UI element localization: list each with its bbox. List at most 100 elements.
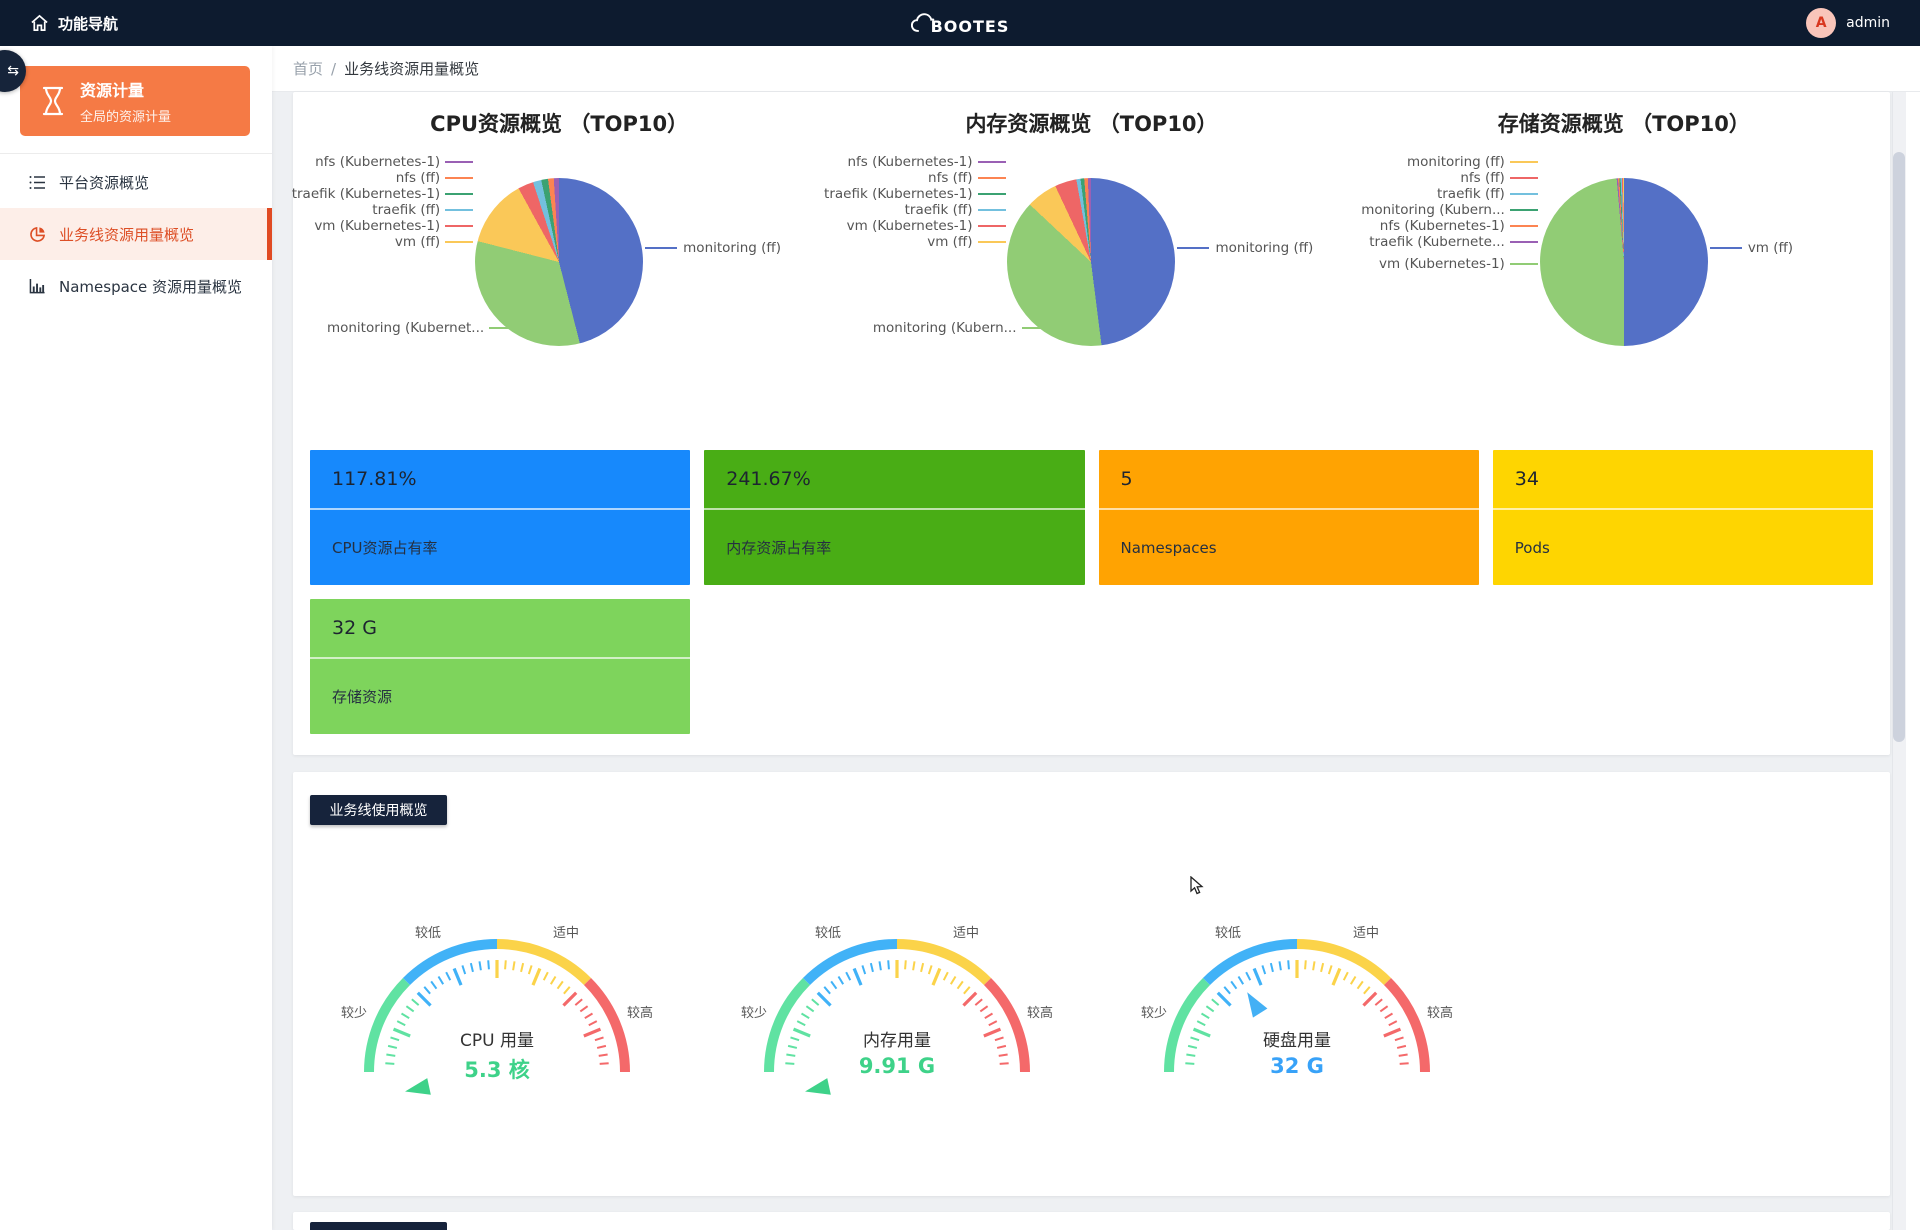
pie-label: monitoring (Kubernet... [327,320,516,336]
pie-leader-line [445,161,474,163]
pie-label: nfs (Kubernetes-1) [315,154,474,170]
business-line-usage-panel: 业务线使用概览 较少 较低 适中 较高 CPU 用量 5.3 核 较少 较低 适… [293,772,1890,1196]
cpu-gauge: 较少 较低 适中 较高 CPU 用量 5.3 核 [297,922,697,1172]
pie-label-text: vm (Kubernetes-1) [314,218,441,234]
pie-leader-line [1509,177,1538,179]
gauge-value: 9.91 G [858,1054,936,1078]
pie-circle [475,178,644,346]
resource-overview-panel: CPU资源概览 （TOP10） nfs (Kubernetes-1) nfs (f… [292,92,1890,755]
namespaces-card: 5 Namespaces [1098,450,1479,585]
pie-label: monitoring (ff) [1407,154,1538,170]
sidebar-item-business-line-usage[interactable]: 业务线资源用量概览 [0,208,272,260]
pie-label-text: nfs (ff) [395,170,441,186]
pie-leader-line [1709,247,1742,249]
sidebar-item-namespace-usage[interactable]: Namespace 资源用量概览 [0,260,272,312]
avatar: A [1806,8,1837,38]
stat-value: 241.67% [704,450,1085,510]
pie-label-text: traefik (ff) [1436,186,1505,202]
pie-circle [1539,178,1708,346]
pie-chart-icon [28,225,46,243]
pie-circle [1007,178,1176,346]
pie-label: nfs (ff) [1460,170,1538,186]
pie-labels-left: monitoring (ff) nfs (ff) traefik (ff) monit… [1361,154,1538,272]
gauge-title: 硬盘用量 [1263,1031,1331,1051]
pie-label: traefik (Kubernetes-1) [292,186,474,202]
memory-usage-card: 241.67% 内存资源占有率 [704,450,1085,585]
pie-label-text: vm (Kubernetes-1) [1378,256,1505,272]
gauge-zone-label: 较低 [1215,926,1242,941]
pie-leader-line [977,193,1006,195]
sidebar-item-platform-overview[interactable]: 平台资源概览 [0,156,272,208]
main-content: 首页 / 业务线资源用量概览 CPU资源概览 （TOP10） nfs (Kube… [272,46,1920,1230]
breadcrumb-separator: / [331,59,337,78]
pie-leader-line [445,225,474,227]
right-gutter [1906,92,1920,1230]
pie-leader-line [645,247,678,249]
pie-label: traefik (ff) [1437,186,1538,202]
stat-value: 34 [1492,450,1873,510]
pie-label-text: traefik (Kubernete... [1369,234,1505,250]
pie-label-text: vm (ff) [394,234,441,250]
gauge-zone-label: 较低 [815,926,842,941]
sidebar-item-label: Namespace 资源用量概览 [59,277,243,296]
gauge-value: 5.3 核 [464,1058,530,1082]
sidebar-group-title: 资源计量 [80,81,145,100]
hourglass-icon [40,85,66,117]
pie-leader-line [445,209,474,211]
pie-label-text: vm (Kubernetes-1) [846,218,973,234]
pie-label-text: vm (ff) [927,234,973,250]
pie-leader-line [1509,209,1538,211]
pie-label: monitoring (Kubern... [873,320,1048,336]
stat-label: 内存资源占有率 [726,539,832,557]
sidebar-group-card[interactable]: 资源计量 全局的资源计量 [20,66,250,136]
sidebar: ⇆ 资源计量 全局的资源计量 平台资源概览 业务线资源用量概览 Names [0,46,272,1230]
disk-gauge: 较少 较低 适中 较高 硬盘用量 32 G [1097,922,1497,1172]
cpu-usage-card: 117.81% CPU资源占有率 [310,450,691,585]
pie-label-text: monitoring (ff) [1215,240,1314,256]
gauge-pointer [805,1078,831,1095]
user-menu[interactable]: A admin [1806,0,1890,46]
user-name: admin [1846,15,1890,31]
pie-chart-row: CPU资源概览 （TOP10） nfs (Kubernetes-1) nfs (f… [292,92,1890,362]
pie-label-text: monitoring (Kubern... [872,320,1017,336]
pie-label-text: monitoring (Kubern... [1361,202,1505,218]
pie-label: vm (ff) [1709,240,1793,256]
pie-label: traefik (Kubernetes-1) [824,186,1006,202]
gauge-zone-label: 较高 [1426,1006,1453,1021]
pie-label-text: nfs (ff) [928,170,973,186]
pie-leader-line [1177,247,1210,249]
pie-leader-line [977,209,1006,211]
bar-chart-icon [28,277,46,295]
gauge-svg [1164,939,1430,1073]
gauge-pointer [1247,992,1268,1018]
pie-label: vm (Kubernetes-1) [1379,256,1538,272]
pie-label-text: nfs (ff) [1460,170,1505,186]
memory-pie-chart: 内存资源概览 （TOP10） nfs (Kubernetes-1) nfs (ff… [824,92,1357,362]
nav-menu-trigger[interactable]: 功能导航 [0,13,118,34]
pods-card: 34 Pods [1492,450,1873,585]
gauge-title: 内存用量 [863,1031,931,1051]
pie-label: vm (Kubernetes-1) [847,218,1006,234]
scrollbar-thumb[interactable] [1893,152,1905,742]
stat-label: 存储资源 [332,688,393,706]
pie-label-text: monitoring (ff) [683,240,781,256]
pie-leader-line [1509,161,1538,163]
pie-label: traefik (ff) [905,202,1006,218]
pie-label-text: nfs (Kubernetes-1) [315,154,441,170]
sidebar-item-label: 平台资源概览 [59,173,150,192]
topbar: 功能导航 BOOTES A admin [0,0,1920,46]
gauge-zone-label: 较高 [626,1006,653,1021]
gauge-zone-label: 较少 [741,1006,768,1021]
gauge-pointer [405,1078,431,1095]
pie-label: monitoring (ff) [645,240,781,256]
gauge-value: 32 G [1270,1054,1324,1078]
stat-value: 32 G [310,599,691,659]
next-section-panel [293,1212,1890,1230]
breadcrumb-home[interactable]: 首页 [293,60,324,78]
gauge-zone-label: 较少 [341,1006,368,1021]
sidebar-group-subtitle: 全局的资源计量 [80,110,172,125]
gauge-zone-label: 较低 [415,926,442,941]
section-badge: 业务线使用概览 [310,795,447,825]
gauge-title: CPU 用量 [460,1031,534,1051]
pie-label-text: traefik (ff) [372,202,441,218]
